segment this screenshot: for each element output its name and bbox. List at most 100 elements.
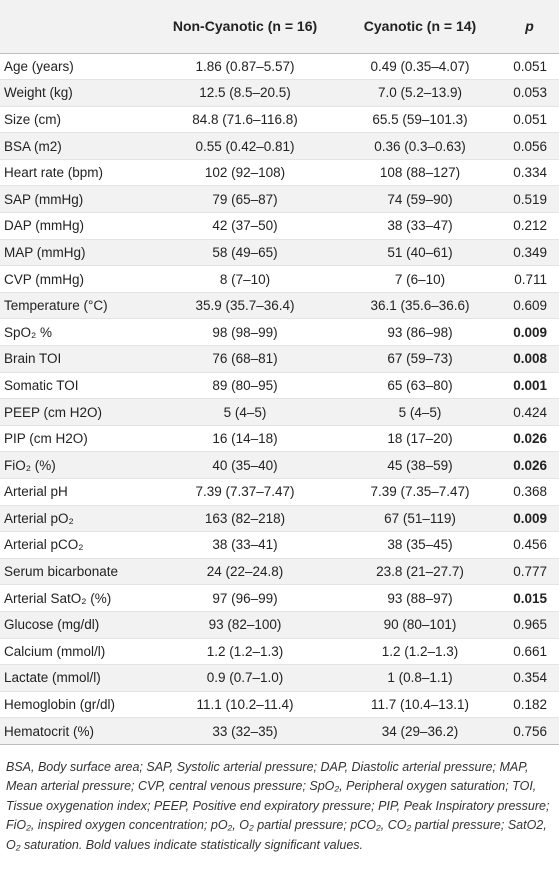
cell-non-cyanotic: 8 (7–10) bbox=[150, 265, 340, 293]
cell-non-cyanotic: 1.86 (0.87–5.57) bbox=[150, 52, 340, 80]
table-row: BSA (m2) 0.55 (0.42–0.81) 0.36 (0.3–0.63) 0… bbox=[0, 132, 559, 160]
cell-cyanotic: 23.8 (21–27.7) bbox=[340, 557, 500, 585]
cell-non-cyanotic: 42 (37–50) bbox=[150, 212, 340, 240]
cell-cyanotic: 38 (33–47) bbox=[340, 212, 500, 240]
table-row: MAP (mmHg) 58 (49–65) 51 (40–61) 0.349 bbox=[0, 238, 559, 266]
cell-cyanotic: 65.5 (59–101.3) bbox=[340, 105, 500, 133]
cell-cyanotic: 1.2 (1.2–1.3) bbox=[340, 637, 500, 665]
cell-non-cyanotic: 0.9 (0.7–1.0) bbox=[150, 664, 340, 692]
cell-cyanotic: 7 (6–10) bbox=[340, 265, 500, 293]
cell-p-value: 0.349 bbox=[500, 238, 559, 266]
cell-cyanotic: 90 (80–101) bbox=[340, 610, 500, 639]
row-label: BSA (m2) bbox=[0, 132, 150, 160]
cell-cyanotic: 38 (35–45) bbox=[340, 531, 500, 559]
row-label: SAP (mmHg) bbox=[0, 185, 150, 213]
cell-p-value: 0.777 bbox=[500, 557, 559, 585]
cell-p-value: 0.609 bbox=[500, 291, 559, 319]
table-row: Arterial pH 7.39 (7.37–7.47) 7.39 (7.35–7.… bbox=[0, 478, 559, 506]
cell-p-value: 0.424 bbox=[500, 398, 559, 426]
cell-p-value: 0.354 bbox=[500, 664, 559, 692]
cell-cyanotic: 7.0 (5.2–13.9) bbox=[340, 79, 500, 107]
cell-non-cyanotic: 76 (68–81) bbox=[150, 345, 340, 373]
table-row: FiO₂ (%) 40 (35–40) 45 (38–59) 0.026 bbox=[0, 451, 559, 479]
cell-cyanotic: 0.49 (0.35–4.07) bbox=[340, 52, 500, 80]
cell-cyanotic: 74 (59–90) bbox=[340, 185, 500, 213]
row-label: Arterial pO₂ bbox=[0, 504, 150, 532]
row-label: FiO₂ (%) bbox=[0, 451, 150, 479]
cell-p-value: 0.756 bbox=[500, 717, 559, 745]
table-row: Calcium (mmol/l) 1.2 (1.2–1.3) 1.2 (1.2–1.… bbox=[0, 637, 559, 665]
row-label: MAP (mmHg) bbox=[0, 238, 150, 266]
cell-non-cyanotic: 24 (22–24.8) bbox=[150, 557, 340, 585]
cell-non-cyanotic: 0.55 (0.42–0.81) bbox=[150, 132, 340, 160]
cell-non-cyanotic: 33 (32–35) bbox=[150, 717, 340, 745]
header-cyanotic: Cyanotic (n = 14) bbox=[340, 0, 500, 54]
cell-p-value: 0.711 bbox=[500, 265, 559, 293]
cell-cyanotic: 0.36 (0.3–0.63) bbox=[340, 132, 500, 160]
cell-p-value: 0.051 bbox=[500, 105, 559, 133]
cell-cyanotic: 18 (17–20) bbox=[340, 424, 500, 452]
row-label: Temperature (°C) bbox=[0, 291, 150, 319]
cell-p-value: 0.965 bbox=[500, 610, 559, 639]
table-row: Hematocrit (%) 33 (32–35) 34 (29–36.2) 0.75… bbox=[0, 717, 559, 745]
header-non-cyanotic: Non-Cyanotic (n = 16) bbox=[150, 0, 340, 54]
row-label: DAP (mmHg) bbox=[0, 212, 150, 240]
cell-cyanotic: 7.39 (7.35–7.47) bbox=[340, 478, 500, 506]
row-label: Heart rate (bpm) bbox=[0, 158, 150, 186]
row-label: Lactate (mmol/l) bbox=[0, 664, 150, 692]
table-row: DAP (mmHg) 42 (37–50) 38 (33–47) 0.212 bbox=[0, 212, 559, 240]
cell-cyanotic: 67 (51–119) bbox=[340, 504, 500, 532]
row-label: PEEP (cm H2O) bbox=[0, 398, 150, 426]
cell-non-cyanotic: 7.39 (7.37–7.47) bbox=[150, 478, 340, 506]
cell-cyanotic: 51 (40–61) bbox=[340, 238, 500, 266]
row-label: PIP (cm H2O) bbox=[0, 424, 150, 452]
cell-non-cyanotic: 12.5 (8.5–20.5) bbox=[150, 79, 340, 107]
cell-non-cyanotic: 5 (4–5) bbox=[150, 398, 340, 426]
cell-non-cyanotic: 89 (80–95) bbox=[150, 371, 340, 399]
row-label: Serum bicarbonate bbox=[0, 557, 150, 585]
row-label: Size (cm) bbox=[0, 105, 150, 133]
table-row: CVP (mmHg) 8 (7–10) 7 (6–10) 0.711 bbox=[0, 265, 559, 293]
cell-cyanotic: 11.7 (10.4–13.1) bbox=[340, 690, 500, 718]
cell-p-value: 0.519 bbox=[500, 185, 559, 213]
table-container: Non-Cyanotic (n = 16) Cyanotic (n = 14) … bbox=[0, 0, 559, 852]
table-body: Age (years) 1.86 (0.87–5.57) 0.49 (0.35–4.… bbox=[0, 52, 559, 745]
cell-cyanotic: 36.1 (35.6–36.6) bbox=[340, 291, 500, 319]
row-label: Somatic TOI bbox=[0, 371, 150, 399]
table-row: Size (cm) 84.8 (71.6–116.8) 65.5 (59–101.3… bbox=[0, 105, 559, 133]
cell-non-cyanotic: 84.8 (71.6–116.8) bbox=[150, 105, 340, 133]
row-label: Hematocrit (%) bbox=[0, 717, 150, 745]
cell-p-value: 0.053 bbox=[500, 79, 559, 107]
header-p: p bbox=[500, 0, 559, 54]
row-label: Arterial SatO₂ (%) bbox=[0, 584, 150, 612]
table-row: Lactate (mmol/l) 0.9 (0.7–1.0) 1 (0.8–1.1)… bbox=[0, 664, 559, 692]
table-row: Heart rate (bpm) 102 (92–108) 108 (88–127)… bbox=[0, 158, 559, 186]
table-row: Hemoglobin (gr/dl) 11.1 (10.2–11.4) 11.7 (… bbox=[0, 690, 559, 718]
cell-non-cyanotic: 35.9 (35.7–36.4) bbox=[150, 291, 340, 319]
table-row: Brain TOI 76 (68–81) 67 (59–73) 0.008 bbox=[0, 345, 559, 373]
cell-p-value: 0.051 bbox=[500, 52, 559, 80]
cell-non-cyanotic: 40 (35–40) bbox=[150, 451, 340, 479]
table-row: Arterial SatO₂ (%) 97 (96–99) 93 (88–97) 0.… bbox=[0, 584, 559, 612]
row-label: Weight (kg) bbox=[0, 79, 150, 107]
table-row: SAP (mmHg) 79 (65–87) 74 (59–90) 0.519 bbox=[0, 185, 559, 213]
cell-cyanotic: 5 (4–5) bbox=[340, 398, 500, 426]
table-row: Weight (kg) 12.5 (8.5–20.5) 7.0 (5.2–13.9)… bbox=[0, 79, 559, 107]
table-row: Glucose (mg/dl) 93 (82–100) 90 (80–101) 0.9… bbox=[0, 610, 559, 639]
cell-p-value: 0.334 bbox=[500, 158, 559, 186]
cell-p-value: 0.212 bbox=[500, 212, 559, 240]
header-row: Non-Cyanotic (n = 16) Cyanotic (n = 14) … bbox=[0, 0, 559, 54]
row-label: Arterial pCO₂ bbox=[0, 531, 150, 559]
table-row: Temperature (°C) 35.9 (35.7–36.4) 36.1 (35… bbox=[0, 291, 559, 319]
cell-cyanotic: 65 (63–80) bbox=[340, 371, 500, 399]
cell-p-value: 0.008 bbox=[500, 345, 559, 373]
row-label: Brain TOI bbox=[0, 345, 150, 373]
table-row: SpO₂ % 98 (98–99) 93 (86–98) 0.009 bbox=[0, 318, 559, 346]
table-row: PIP (cm H2O) 16 (14–18) 18 (17–20) 0.026 bbox=[0, 424, 559, 452]
cell-non-cyanotic: 79 (65–87) bbox=[150, 185, 340, 213]
cell-cyanotic: 45 (38–59) bbox=[340, 451, 500, 479]
cell-non-cyanotic: 93 (82–100) bbox=[150, 610, 340, 639]
table-row: Arterial pCO₂ 38 (33–41) 38 (35–45) 0.456 bbox=[0, 531, 559, 559]
row-label: SpO₂ % bbox=[0, 318, 150, 346]
cell-p-value: 0.001 bbox=[500, 371, 559, 399]
